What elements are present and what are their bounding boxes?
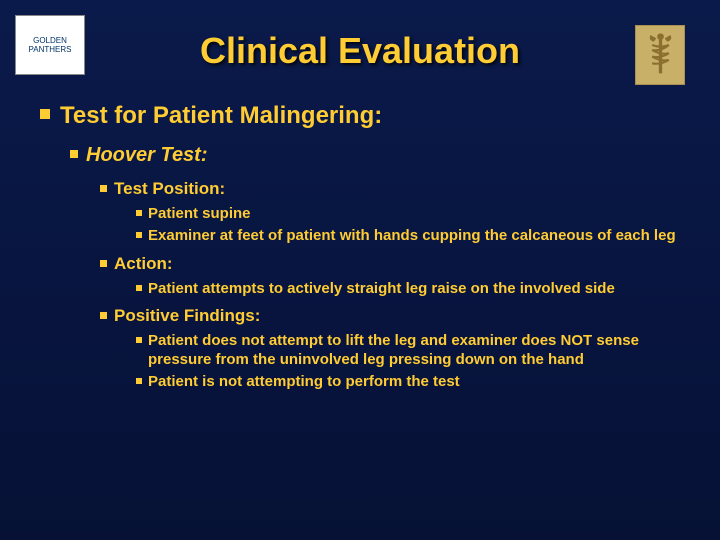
bullet-icon — [100, 260, 107, 267]
level4-text: Patient does not attempt to lift the leg… — [148, 332, 680, 370]
level4-item: Patient is not attempting to perform the… — [136, 373, 680, 392]
bullet-icon — [136, 285, 142, 291]
bullet-icon — [40, 109, 50, 119]
level4-text: Patient attempts to actively straight le… — [148, 280, 615, 299]
bullet-icon — [100, 185, 107, 192]
caduceus-icon — [635, 25, 685, 85]
level3-text: Positive Findings: — [114, 306, 260, 326]
level4-item: Patient does not attempt to lift the leg… — [136, 332, 680, 370]
level3-text: Action: — [114, 254, 173, 274]
logo-left: GOLDEN PANTHERS — [15, 15, 85, 75]
level4-item: Patient attempts to actively straight le… — [136, 280, 680, 299]
slide-title: Clinical Evaluation — [0, 0, 720, 72]
level1-text: Test for Patient Malingering: — [60, 102, 382, 130]
bullet-icon — [136, 337, 142, 343]
bullet-icon — [70, 150, 78, 158]
level2-text: Hoover Test: — [86, 144, 208, 167]
bullet-icon — [136, 232, 142, 238]
level3-item: Positive Findings: — [100, 306, 680, 326]
level4-text: Patient supine — [148, 205, 251, 224]
level4-item: Patient supine — [136, 205, 680, 224]
level4-item: Examiner at feet of patient with hands c… — [136, 227, 680, 246]
level2-item: Hoover Test: — [70, 144, 680, 167]
content-area: Test for Patient Malingering: Hoover Tes… — [0, 72, 720, 392]
level3-item: Action: — [100, 254, 680, 274]
bullet-icon — [136, 378, 142, 384]
logo-left-text: GOLDEN PANTHERS — [16, 36, 84, 54]
level3-item: Test Position: — [100, 179, 680, 199]
level3-text: Test Position: — [114, 179, 225, 199]
bullet-icon — [100, 312, 107, 319]
level4-text: Patient is not attempting to perform the… — [148, 373, 460, 392]
bullet-icon — [136, 210, 142, 216]
level1-item: Test for Patient Malingering: — [40, 102, 680, 130]
level4-text: Examiner at feet of patient with hands c… — [148, 227, 676, 246]
